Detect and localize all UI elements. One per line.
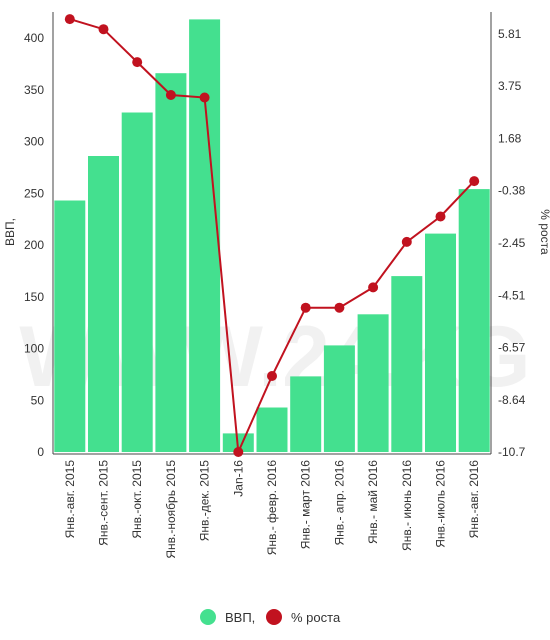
- legend[interactable]: ВВП, % роста: [200, 609, 341, 625]
- category-label: Янв.-сент. 2015: [97, 460, 111, 546]
- right-tick-label: -8.64: [498, 393, 526, 407]
- left-tick-label: 300: [24, 135, 44, 149]
- category-label: Янв.- май 2016: [366, 460, 380, 544]
- growth-point-5: [233, 447, 244, 457]
- right-tick-label: -0.38: [498, 184, 526, 198]
- right-tick-label: -2.45: [498, 236, 526, 250]
- growth-point-3: [165, 90, 176, 100]
- legend-swatch-gdp: [200, 609, 216, 625]
- legend-item-growth[interactable]: % роста: [266, 609, 341, 625]
- labels-layer: 0 50 100 150 200 250 300 350 400 -10.7 -8.64 -6.57 -…: [3, 27, 550, 559]
- growth-point-1: [98, 24, 109, 35]
- growth-point-6: [267, 371, 277, 381]
- legend-label-gdp: ВВП,: [225, 610, 255, 625]
- right-tick-label: 3.75: [498, 79, 522, 93]
- growth-point-4: [199, 92, 210, 103]
- growth-point-2: [132, 57, 143, 68]
- left-tick-label: 250: [24, 186, 44, 200]
- legend-item-gdp[interactable]: ВВП,: [200, 609, 255, 625]
- right-tick-label: -6.57: [498, 340, 526, 354]
- growth-point-11: [435, 211, 446, 222]
- category-label: Янв.- июнь 2016: [400, 460, 414, 551]
- left-tick-label: 400: [24, 31, 44, 45]
- right-tick-label: -4.51: [498, 288, 526, 302]
- left-axis-title: ВВП,: [3, 218, 17, 246]
- bar-3: [155, 73, 187, 452]
- right-tick-label: 5.81: [498, 27, 522, 41]
- bar-0: [54, 200, 86, 452]
- bar-10: [391, 276, 423, 452]
- bar-6: [256, 407, 288, 452]
- category-label: Jan-16: [231, 460, 245, 497]
- growth-point-9: [368, 282, 379, 293]
- growth-point-8: [334, 302, 345, 313]
- category-label: Янв.-дек. 2015: [198, 460, 212, 542]
- category-label: Янв.- март 2016: [299, 460, 313, 550]
- right-axis-title: % роста: [538, 209, 550, 255]
- left-tick-label: 100: [24, 342, 44, 356]
- bar-7: [290, 376, 322, 452]
- left-tick-label: 150: [24, 290, 44, 304]
- growth-point-10: [401, 236, 412, 247]
- category-label: Янв.-авг. 2015: [63, 460, 77, 539]
- axes-layer: [52, 12, 492, 455]
- right-tick-label: 1.68: [498, 132, 522, 146]
- left-tick-label: 200: [24, 238, 44, 252]
- category-label: Янв.- февр. 2016: [265, 460, 279, 556]
- left-tick-label: 0: [37, 445, 44, 459]
- growth-point-7: [300, 302, 311, 313]
- bars-layer: [54, 19, 490, 453]
- bar-8: [323, 345, 355, 452]
- right-tick-label: -10.7: [498, 445, 526, 459]
- bar-12: [458, 189, 490, 452]
- bar-9: [357, 314, 389, 452]
- left-tick-label: 50: [31, 393, 45, 407]
- category-label: Янв.-авг. 2016: [467, 460, 481, 539]
- category-label: Янв.-окт. 2015: [130, 460, 144, 539]
- left-tick-label: 350: [24, 83, 44, 97]
- legend-label-growth: % роста: [291, 610, 341, 625]
- category-label: Янв.-ноябрь 2015: [164, 460, 178, 559]
- bar-2: [121, 112, 153, 452]
- bar-1: [88, 156, 119, 452]
- growth-line-layer: [64, 14, 480, 457]
- category-label: Янв.-июль 2016: [434, 460, 448, 548]
- legend-swatch-growth: [266, 609, 282, 625]
- bar-11: [425, 233, 456, 452]
- growth-point-0: [64, 14, 75, 25]
- growth-point-12: [469, 176, 480, 187]
- category-label: Янв.- апр. 2016: [332, 460, 346, 546]
- bar-4: [189, 19, 221, 453]
